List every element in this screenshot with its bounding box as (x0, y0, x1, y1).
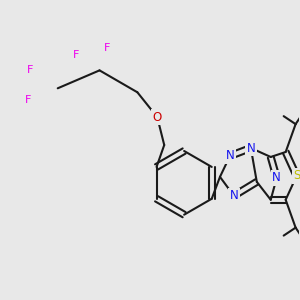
Text: S: S (293, 169, 300, 182)
Text: N: N (226, 149, 234, 163)
Text: F: F (73, 50, 79, 60)
Text: N: N (247, 142, 255, 154)
Text: F: F (104, 44, 111, 53)
Text: N: N (230, 189, 238, 202)
Text: O: O (153, 111, 162, 124)
Text: F: F (25, 95, 31, 105)
Text: N: N (272, 171, 281, 184)
Text: F: F (27, 65, 33, 75)
